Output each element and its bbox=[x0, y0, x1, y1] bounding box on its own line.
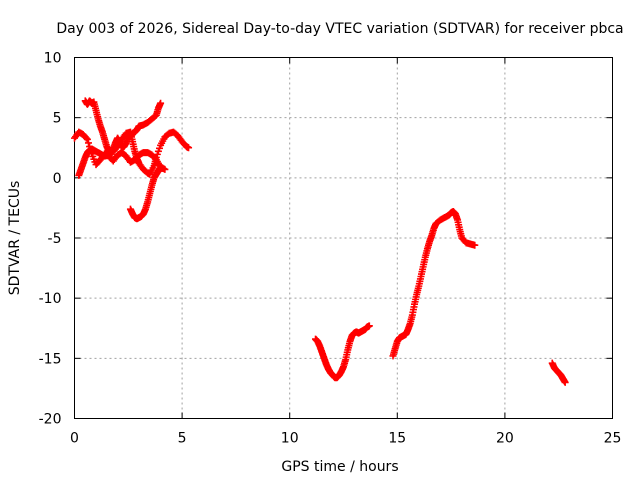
y-tick-label: -20 bbox=[39, 412, 62, 428]
data-point bbox=[84, 139, 92, 147]
series-pbca-4 bbox=[126, 164, 167, 223]
y-tick-labels: -20 -15 -10 -5 0 5 10 bbox=[39, 51, 62, 428]
x-tick-label: 20 bbox=[496, 431, 514, 447]
x-axis-label: GPS time / hours bbox=[281, 459, 398, 475]
data-point bbox=[159, 164, 167, 172]
y-tick-label: 10 bbox=[44, 51, 62, 67]
data-series bbox=[71, 97, 569, 386]
data-point bbox=[365, 322, 373, 330]
y-tick-label: -5 bbox=[48, 231, 62, 247]
series-pbca-6 bbox=[389, 208, 479, 360]
x-tick-labels: 0 5 10 15 20 25 bbox=[70, 431, 621, 447]
x-tick-label: 0 bbox=[70, 431, 79, 447]
x-tick-label: 5 bbox=[178, 431, 187, 447]
series-pbca-5 bbox=[312, 322, 373, 382]
data-point bbox=[185, 144, 193, 152]
y-tick-label: 5 bbox=[53, 111, 62, 127]
y-tick-label: -10 bbox=[39, 291, 62, 307]
data-point bbox=[82, 134, 90, 142]
data-point bbox=[83, 135, 91, 143]
data-point bbox=[561, 378, 569, 386]
series-pbca-3 bbox=[81, 97, 165, 158]
x-tick-label: 25 bbox=[604, 431, 622, 447]
data-point bbox=[471, 241, 479, 249]
grid-lines bbox=[74, 57, 613, 419]
y-tick-label: 0 bbox=[53, 171, 62, 187]
plot-frame bbox=[74, 57, 613, 419]
chart-title: Day 003 of 2026, Sidereal Day-to-day VTE… bbox=[56, 21, 623, 37]
x-tick-label: 10 bbox=[281, 431, 299, 447]
series-pbca-2 bbox=[75, 128, 193, 179]
data-point bbox=[157, 99, 165, 107]
series-pbca-7 bbox=[548, 359, 569, 386]
y-tick-label: -15 bbox=[39, 351, 62, 367]
x-tick-label: 15 bbox=[388, 431, 406, 447]
y-axis-label: SDTVAR / TECUs bbox=[7, 181, 23, 296]
